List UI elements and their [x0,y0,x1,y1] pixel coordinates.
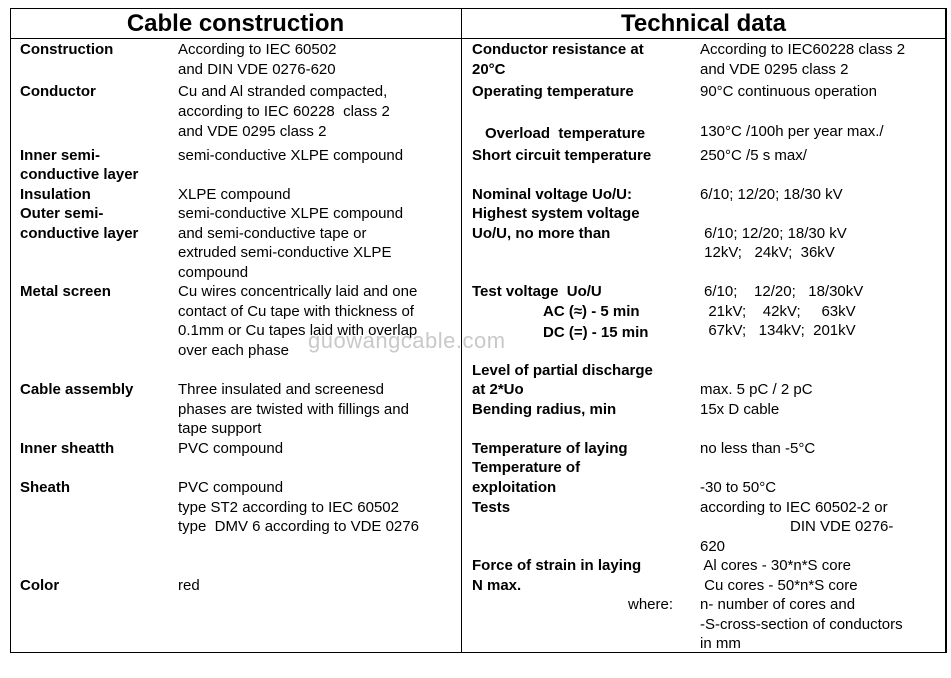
where-label: where: [628,596,674,613]
tests-value: DIN VDE 0276- [790,518,894,535]
bending-radius-label: Bending radius, min [472,401,617,418]
insulation-value: XLPE compound [178,186,291,203]
metal-screen-value: contact of Cu tape with thickness of [178,303,414,320]
exploitation-temp-value: -30 to 50°C [700,479,777,496]
strain-force-label: N max. [472,577,522,594]
resistance-value: According to IEC60228 class 2 [700,41,906,58]
watermark: guowangcable.com [308,328,506,353]
metal-screen-value: Cu wires concentrically laid and one [178,283,418,300]
partial-discharge-label: at 2*Uo [472,381,524,398]
metal-screen-value: over each phase [178,342,289,359]
resistance-value: and VDE 0295 class 2 [700,61,849,78]
conductor-value: and VDE 0295 class 2 [178,123,327,140]
strain-force-value: Cu cores - 50*n*S core [700,577,858,594]
metal-screen-label: Metal screen [20,283,111,300]
inner-sheath-label: Inner sheatth [20,440,115,457]
test-voltage-label: Test voltage Uo/U [472,283,602,300]
nominal-voltage-label: Nominal voltage Uo/U: [472,186,633,203]
cable-assembly-value: Three insulated and screenesd [178,381,384,398]
header-divider [10,38,946,39]
highest-voltage-value: 12kV; 24kV; 36kV [700,244,835,261]
inner-sheath-value: PVC compound [178,440,284,457]
overload-value: 130°C /100h per year max./ [700,123,884,140]
exploitation-temp-label: exploitation [472,479,557,496]
nominal-voltage-value: 6/10; 12/20; 18/30 kV [700,186,843,203]
tests-value: according to IEC 60502-2 or [700,499,888,516]
strain-force-value: Al cores - 30*n*S core [700,557,851,574]
short-circuit-label: Short circuit temperature [472,147,652,164]
test-voltage-value: 6/10; 12/20; 18/30kV [704,283,864,300]
sheath-value: PVC compound [178,479,284,496]
outer-semi-value: extruded semi-conductive XLPE [178,244,392,261]
strain-force-label: Force of strain in laying [472,557,642,574]
strain-force-value: n- number of cores and [700,596,856,613]
outer-semi-value: semi-conductive XLPE compound [178,205,404,222]
laying-temp-value: no less than -5°C [700,440,816,457]
cable-assembly-label: Cable assembly [20,381,134,398]
operating-temp-label: Operating temperature [472,83,634,100]
right-border [945,8,947,653]
partial-discharge-label: Level of partial discharge [472,362,653,379]
resistance-label: Conductor resistance at [472,41,644,58]
test-voltage-dc-label: DC (=) - 15 min [543,324,649,341]
column-divider [461,8,462,653]
sheath-label: Sheath [20,479,71,496]
construction-value: and DIN VDE 0276-620 [178,61,336,78]
conductor-label: Conductor [20,83,96,100]
exploitation-temp-label: Temperature of [472,459,581,476]
test-voltage-value: 67kV; 134kV; 201kV [700,322,856,339]
color-label: Color [20,577,60,594]
sheath-value: type DMV 6 according to VDE 0276 [178,518,419,535]
laying-temp-label: Temperature of laying [472,440,628,457]
highest-voltage-value: 6/10; 12/20; 18/30 kV [700,225,847,242]
strain-force-value: -S-cross-section of conductors [700,616,903,633]
cable-assembly-value: phases are twisted with fillings and [178,401,409,418]
conductor-value: Cu and Al stranded compacted, [178,83,388,100]
partial-discharge-value: max. 5 pC / 2 pC [700,381,813,398]
outer-semi-label: conductive layer [20,225,139,242]
metal-screen-value: 0.1mm or Cu tapes laid with overlap [178,322,418,339]
short-circuit-value: 250°C /5 s max/ [700,147,807,164]
inner-semi-label: conductive layer [20,166,139,183]
conductor-value: according to IEC 60228 class 2 [178,103,390,120]
technical-data-heading: Technical data [621,10,786,37]
inner-semi-value: semi-conductive XLPE compound [178,147,404,164]
outer-semi-label: Outer semi- [20,205,104,222]
sheath-value: type ST2 according to IEC 60502 [178,499,399,516]
operating-temp-value: 90°C continuous operation [700,83,877,100]
highest-voltage-label: Highest system voltage [472,205,640,222]
highest-voltage-label: Uo/U, no more than [472,225,611,242]
resistance-label: 20°C [472,61,506,78]
test-voltage-value: 21kV; 42kV; 63kV [700,303,856,320]
tests-value: 620 [700,538,726,555]
overload-label: Overload temperature [485,125,646,142]
cable-construction-heading: Cable construction [126,10,345,37]
construction-label: Construction [20,41,114,58]
color-value: red [178,577,200,594]
outer-semi-value: and semi-conductive tape or [178,225,367,242]
tests-label: Tests [472,499,511,516]
strain-force-value: in mm [700,635,741,652]
test-voltage-ac-label: AC (≈) - 5 min [543,303,640,320]
bending-radius-value: 15x D cable [700,401,780,418]
cable-assembly-value: tape support [178,420,262,437]
outer-semi-value: compound [178,264,249,281]
inner-semi-label: Inner semi- [20,147,101,164]
construction-value: According to IEC 60502 [178,41,337,58]
insulation-label: Insulation [20,186,91,203]
